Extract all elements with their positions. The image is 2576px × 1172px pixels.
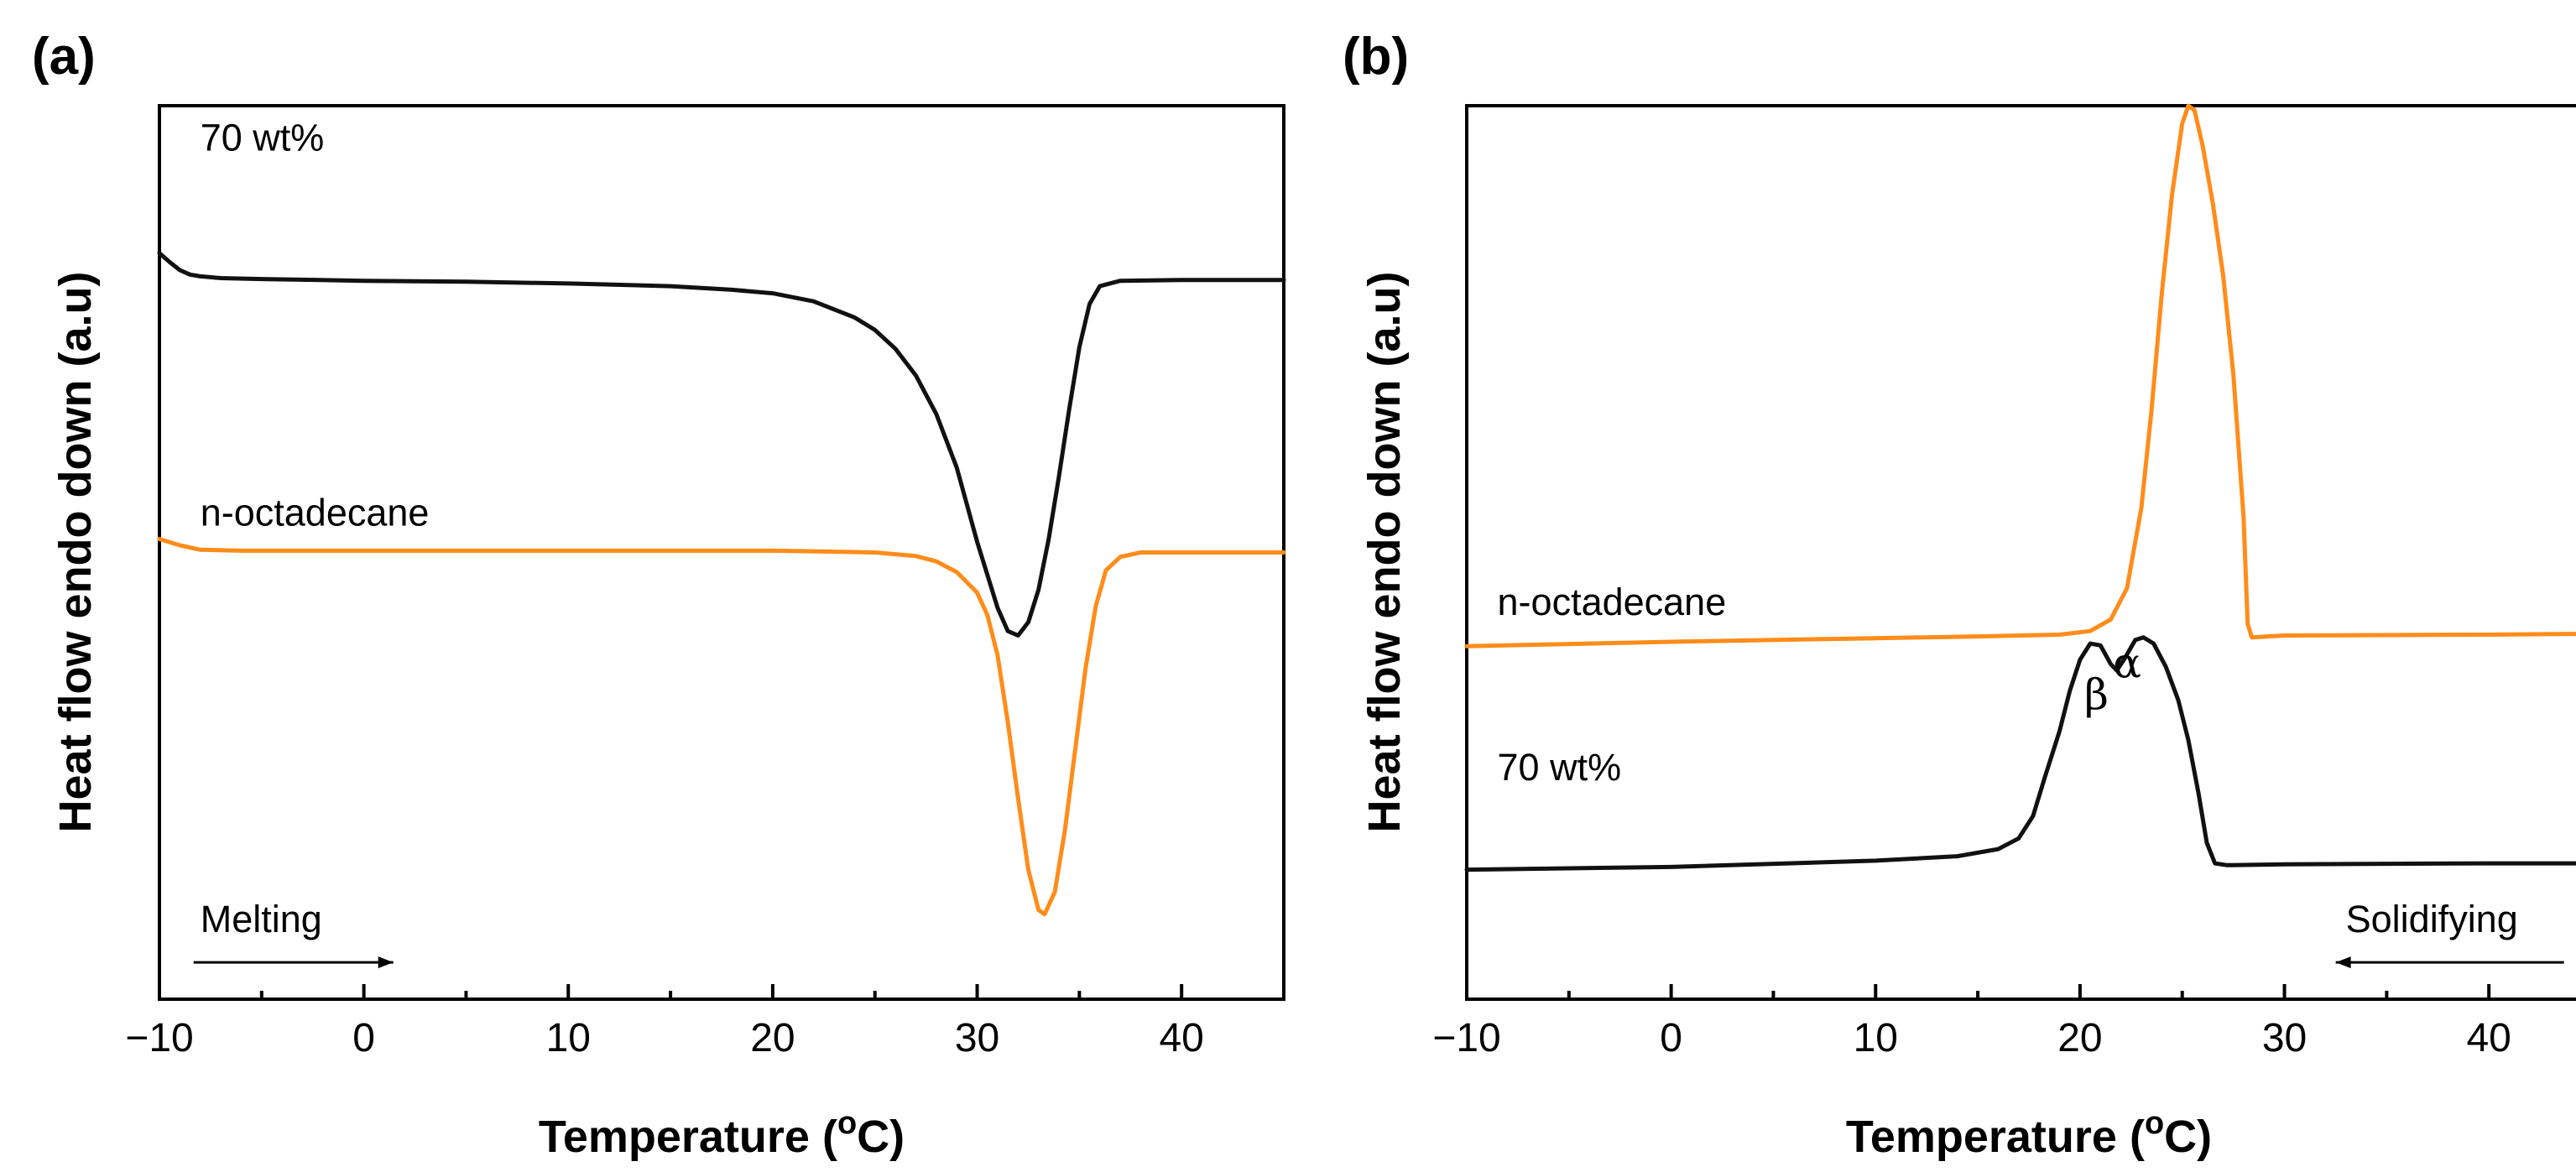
series-label-n-octadecane: n-octadecane [201,492,430,534]
x-axis-title: Temperature (oC) [1846,1106,2212,1162]
x-axis-title: Temperature (oC) [539,1106,905,1162]
direction-label: Melting [201,898,322,940]
series-layer [1464,103,2576,872]
direction-annotation: Melting [193,898,394,969]
x-tick-label: 40 [1159,1016,1203,1060]
beta-annotation: β [2084,670,2109,719]
y-axis-title: Heat flow endo down (a.u) [1359,272,1410,833]
arrowhead-icon [378,956,394,969]
panel-a: (a) −10 0 10 20 30 40 70 wt% n-octadecane Mel… [32,28,1286,1162]
series-layer [157,251,1286,917]
panel-label: (a) [32,28,96,86]
series-label-n-octadecane: n-octadecane [1498,581,1727,623]
x-tick-label: −10 [125,1016,193,1060]
series-label-70wt: 70 wt% [1498,746,1622,789]
x-tick-label: 10 [1854,1016,1898,1060]
series-line-n-octadecane [157,537,1286,917]
x-tick-label: 0 [352,1016,375,1060]
panel-label: (b) [1343,28,1409,86]
alpha-annotation: α [2113,639,2141,688]
x-tick-label: 30 [2262,1016,2307,1060]
arrowhead-icon [2335,956,2351,969]
x-tick-label: −10 [1432,1016,1500,1060]
series-label-70wt: 70 wt% [201,116,325,159]
direction-annotation: Solidifying [2335,898,2564,969]
series-line-70-wt- [157,251,1286,638]
plot-frame [1465,104,2576,1001]
x-tick-label: 10 [546,1016,591,1060]
x-tick-label: 0 [1660,1016,1682,1060]
x-tick-label: 20 [750,1016,795,1060]
series-line-70-wt- [1464,635,2576,872]
y-axis-title: Heat flow endo down (a.u) [50,272,101,833]
x-tick-label: 20 [2057,1016,2102,1060]
panel-b: (b) −10 0 10 20 30 40 n-octadecane 70 wt% β α… [1343,28,2576,1162]
x-ticks: −10 0 10 20 30 40 [1432,984,2511,1060]
x-tick-label: 40 [2466,1016,2511,1060]
x-tick-label: 30 [955,1016,999,1060]
direction-label: Solidifying [2346,898,2518,940]
x-ticks: −10 0 10 20 30 40 [125,984,1285,1060]
series-line-n-octadecane [1464,103,2576,649]
